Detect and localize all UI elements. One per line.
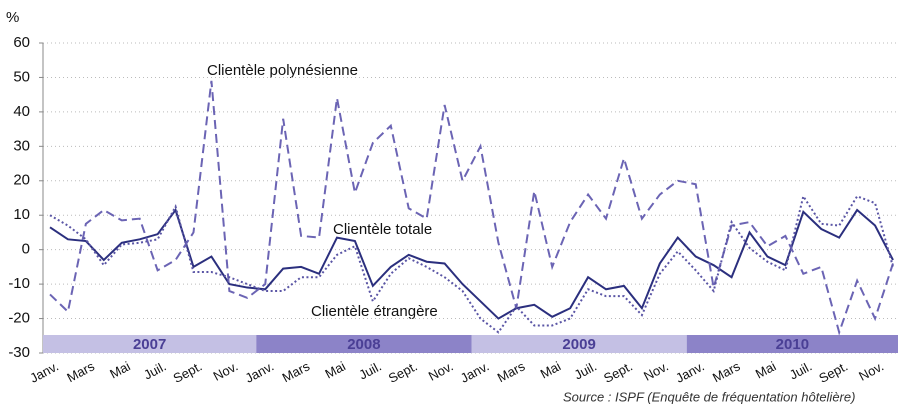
y-tick-label: 30 [13, 137, 30, 154]
y-tick-label: 40 [13, 103, 30, 120]
series-line [49, 80, 894, 336]
plot: -30 -20 -10 0 10 20 30 40 50 60 2007 2008 2009 2010 Ja… [8, 34, 898, 386]
annotation: Clientèle polynésienne [207, 62, 358, 79]
x-tick-label: Juil. [141, 358, 168, 382]
year-band [471, 335, 687, 353]
y-tick-label: 50 [13, 68, 30, 85]
x-tick-label: Sept. [171, 358, 205, 385]
y-tick-label: 20 [13, 172, 30, 189]
x-tick-label: Janv. [243, 358, 277, 385]
series-line [49, 193, 894, 334]
x-tick-label: Mars [710, 358, 743, 385]
x-tick-label: Nov. [641, 358, 671, 383]
year-label: 2009 [562, 336, 595, 353]
year-label: 2007 [133, 336, 166, 353]
x-tick-label: Juil. [572, 358, 599, 382]
x-tick-label: Nov. [426, 358, 456, 383]
y-unit: % [6, 9, 19, 26]
year-label: 2010 [776, 336, 809, 353]
y-tick-label: -10 [8, 275, 30, 292]
x-tick-label: Mai [322, 358, 348, 381]
x-tick-label: Janv. [458, 358, 492, 385]
y-tick-label: -30 [8, 344, 30, 361]
annotation: Clientèle totale [333, 221, 432, 238]
y-tick-label: 10 [13, 206, 30, 223]
year-band [686, 335, 898, 353]
annotation: Clientèle étrangère [311, 303, 438, 320]
source: Source : ISPF (Enquête de fréquentation … [563, 389, 855, 404]
year-band [43, 335, 257, 353]
x-tick-label: Juil. [787, 358, 814, 382]
x-tick-label: Mars [64, 358, 97, 385]
y-tick-label: 60 [13, 34, 30, 51]
x-tick-label: Janv. [673, 358, 707, 385]
x-tick-label: Mai [538, 358, 564, 381]
x-tick-label: Mai [753, 358, 779, 381]
x-tick-label: Sept. [816, 358, 850, 385]
x-tick-label: Nov. [211, 358, 241, 383]
series-line [49, 207, 894, 320]
x-tick-label: Nov. [856, 358, 886, 383]
x-tick-label: Mars [495, 358, 528, 385]
y-tick-label: 0 [22, 241, 30, 258]
y-tick-label: -20 [8, 310, 30, 327]
x-tick-label: Mai [107, 358, 133, 381]
x-tick-label: Sept. [386, 358, 420, 385]
x-tick-label: Mars [280, 358, 313, 385]
x-tick-label: Sept. [601, 358, 635, 385]
x-tick-label: Janv. [27, 358, 61, 385]
x-tick-label: Juil. [356, 358, 383, 382]
year-label: 2008 [347, 336, 380, 353]
year-band [256, 335, 472, 353]
